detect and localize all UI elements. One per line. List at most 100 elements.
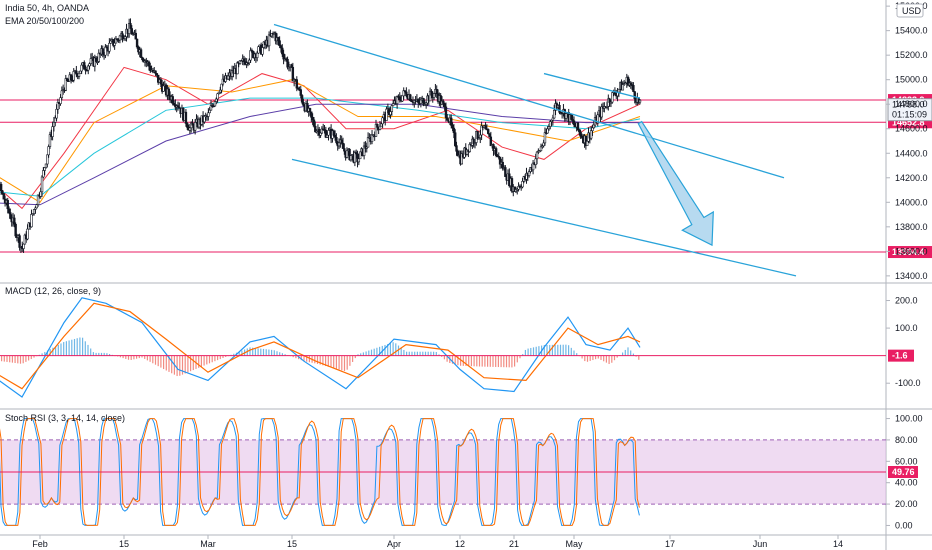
candle-body bbox=[14, 223, 17, 237]
candle-body bbox=[186, 123, 189, 128]
candle-body bbox=[308, 108, 312, 113]
horizontal-level-label: 13594.4 bbox=[892, 247, 925, 257]
macd-hist-bar bbox=[543, 345, 545, 356]
candle-body bbox=[579, 131, 582, 137]
down-arrow-drawing[interactable] bbox=[637, 120, 714, 247]
macd-hist-bar bbox=[9, 355, 11, 363]
macd-hist-bar bbox=[416, 351, 418, 356]
macd-hist-bar bbox=[211, 355, 213, 363]
time-tick-label: 14 bbox=[833, 539, 843, 549]
candle-body bbox=[167, 88, 170, 97]
ema-line bbox=[0, 103, 640, 206]
candle-body bbox=[310, 111, 313, 118]
macd-hist-bar bbox=[281, 353, 283, 356]
horizontal-level-label: 14652.8 bbox=[892, 117, 925, 127]
candle-body bbox=[135, 38, 139, 48]
channel-lines[interactable] bbox=[273, 23, 797, 277]
macd-hist-bar bbox=[257, 348, 259, 356]
price-tick-label: 13400.0 bbox=[895, 271, 928, 281]
macd-hist-bar bbox=[352, 355, 354, 362]
candle-body bbox=[320, 128, 324, 134]
macd-hist-bar bbox=[3, 355, 5, 362]
macd-hist-bar bbox=[11, 355, 13, 363]
macd-hist-bar bbox=[87, 344, 89, 356]
candle-body bbox=[88, 63, 91, 67]
macd-hist-bar bbox=[379, 346, 381, 356]
macd-hist-bar bbox=[84, 341, 86, 356]
ema-legend: EMA 20/50/100/200 bbox=[5, 16, 84, 26]
candle-body bbox=[149, 65, 152, 71]
macd-tick-label: 200.0 bbox=[895, 296, 918, 306]
macd-hist-bar bbox=[316, 355, 319, 364]
macd-tick-label: 100.0 bbox=[895, 323, 918, 333]
macd-hist-bar bbox=[300, 355, 302, 361]
candle-body bbox=[75, 70, 78, 75]
macd-hist-bar bbox=[82, 337, 84, 356]
candle-body bbox=[585, 140, 589, 146]
current-price-tag bbox=[887, 98, 932, 122]
candle-body bbox=[34, 207, 37, 210]
macd-hist-bar bbox=[322, 355, 324, 366]
macd-hist-bar bbox=[595, 355, 597, 360]
candle-body bbox=[504, 167, 507, 177]
macd-hist-bar bbox=[565, 344, 567, 356]
candle-body bbox=[521, 181, 524, 188]
macd-hist-bar bbox=[249, 347, 251, 356]
macd-hist-bar bbox=[130, 355, 132, 360]
stoch-lines bbox=[0, 418, 640, 526]
macd-hist-bar bbox=[460, 355, 462, 366]
candle-body bbox=[442, 100, 445, 104]
macd-hist-bar bbox=[163, 355, 165, 370]
macd-axis[interactable]: 200.0 100.0 -100.0 -1.6 bbox=[0, 296, 921, 389]
macd-hist-bar bbox=[279, 352, 281, 356]
macd-hist-bar bbox=[397, 345, 400, 356]
candle-body bbox=[216, 93, 219, 100]
candle-body bbox=[596, 114, 599, 124]
candle-body bbox=[108, 42, 111, 52]
macd-hist-bar bbox=[168, 355, 170, 372]
stoch-rsi-pane[interactable]: 100.00 80.00 60.00 40.00 20.00 0.00 49.76 Stoc… bbox=[0, 413, 923, 530]
macd-hist-bar bbox=[368, 350, 370, 356]
horizontal-level-tag bbox=[888, 246, 932, 259]
macd-hist-bar bbox=[100, 352, 103, 356]
stoch-tick-label: 40.00 bbox=[895, 478, 918, 488]
candle-body bbox=[389, 111, 392, 115]
candle-body bbox=[171, 96, 174, 104]
macd-hist-bar bbox=[422, 351, 424, 356]
macd-hist-bar bbox=[473, 355, 475, 367]
macd-hist-bar bbox=[530, 347, 532, 356]
macd-hist-bar bbox=[271, 349, 273, 356]
macd-hist-bar bbox=[103, 352, 105, 356]
price-axis[interactable]: 15600.015400.015200.015000.014800.014600… bbox=[886, 1, 928, 281]
stoch-tick-label: 60.00 bbox=[895, 456, 918, 466]
macd-lines bbox=[0, 297, 641, 398]
macd-hist-bar bbox=[179, 355, 181, 376]
candle-body bbox=[109, 40, 112, 44]
candle-body bbox=[94, 57, 98, 62]
macd-pane[interactable]: 200.0 100.0 -100.0 -1.6 MACD (12, 26, close… bbox=[0, 286, 921, 398]
macd-hist-bar bbox=[476, 355, 478, 367]
macd-hist-bar bbox=[295, 355, 297, 359]
time-tick-label: Feb bbox=[32, 539, 48, 549]
candle-body bbox=[89, 58, 93, 64]
macd-line bbox=[0, 297, 641, 398]
macd-hist-bar bbox=[268, 349, 270, 356]
candle-body bbox=[77, 72, 81, 77]
candle-body bbox=[87, 65, 90, 71]
candle-body bbox=[531, 162, 535, 171]
macd-hist-bar bbox=[608, 355, 610, 365]
candle-body bbox=[365, 146, 368, 149]
macd-hist-bar bbox=[55, 346, 57, 356]
stoch-axis[interactable]: 100.00 80.00 60.00 40.00 20.00 0.00 49.76 bbox=[0, 414, 923, 531]
currency-badge[interactable]: USD bbox=[896, 3, 924, 18]
candle-body bbox=[162, 85, 165, 92]
time-axis[interactable]: Feb 15 Mar 15 Apr 12 21 May 17 Jun 14 bbox=[32, 535, 843, 549]
candle-body bbox=[32, 209, 36, 214]
candle-body bbox=[60, 90, 64, 98]
candle-body bbox=[9, 212, 12, 219]
macd-hist-bar bbox=[632, 353, 634, 356]
candle-body bbox=[48, 134, 52, 147]
